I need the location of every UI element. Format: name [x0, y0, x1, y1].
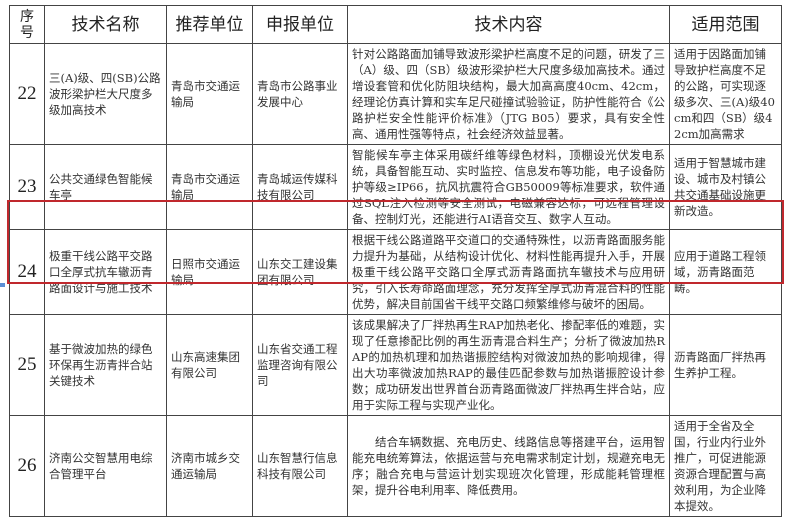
tech-content: 针对公路路面加铺导致波形梁护栏高度不足的问题，研发了三（A）级、四（SB）级波形… — [347, 43, 670, 145]
row-no: 23 — [9, 144, 45, 230]
header-scope: 适用范围 — [669, 5, 782, 44]
row-no: 25 — [9, 314, 45, 416]
table-row: 24 极重干线公路平交路口全厚式抗车辙沥青路面设计与施工技术 日照市交通运输局 … — [9, 229, 782, 315]
table-row: 26 济南公交智慧用电综合管理平台 济南市城乡交通运输局 山东智慧行信息科技有限… — [9, 415, 782, 517]
recommender: 济南市城乡交通运输局 — [166, 415, 253, 517]
applicant: 山东省交通工程监理咨询有限公司 — [252, 314, 348, 416]
scope: 适用于智慧城市建设、城市及村镇公共交通基础设施更新改造。 — [669, 144, 782, 230]
applicant: 山东智慧行信息科技有限公司 — [252, 415, 348, 517]
recommender: 山东高速集团有限公司 — [166, 314, 253, 416]
tech-content: 该成果解决了厂拌热再生RAP加热老化、掺配率低的难题，实现了任意掺配比例的再生沥… — [347, 314, 670, 416]
header-name: 技术名称 — [44, 5, 167, 44]
scope: 应用于道路工程领域，沥青路面范畴。 — [669, 229, 782, 315]
header-content: 技术内容 — [347, 5, 670, 44]
recommender: 青岛市交通运输局 — [166, 144, 253, 230]
recommender: 青岛市交通运输局 — [166, 43, 253, 145]
header-recommender: 推荐单位 — [166, 5, 253, 44]
tech-content: 结合车辆数据、充电历史、线路信息等搭建平台，运用智能充电统筹算法，依据运营与充电… — [347, 415, 670, 517]
applicant: 青岛城运传媒科技有限公司 — [252, 144, 348, 230]
row-no: 26 — [9, 415, 45, 517]
applicant: 青岛市公路事业发展中心 — [252, 43, 348, 145]
scope: 沥青路面厂拌热再生养护工程。 — [669, 314, 782, 416]
tech-name: 济南公交智慧用电综合管理平台 — [44, 415, 167, 517]
tech-name: 极重干线公路平交路口全厚式抗车辙沥青路面设计与施工技术 — [44, 229, 167, 315]
row-no: 24 — [9, 229, 45, 315]
row-no: 22 — [9, 43, 45, 145]
table-row: 25 基于微波加热的绿色环保再生沥青拌合站关键技术 山东高速集团有限公司 山东省… — [9, 314, 782, 416]
applicant: 山东交工建设集团有限公司 — [252, 229, 348, 315]
tech-name: 公共交通绿色智能候车亭 — [44, 144, 167, 230]
tech-content: 智能候车亭主体采用碳纤维等绿色材料，顶棚设光伏发电系统，具备智能互动、实时监控、… — [347, 144, 670, 230]
tech-content: 根据干线公路道路平交道口的交通特殊性，以沥青路面服务能力提升为基础，从结构设计优… — [347, 229, 670, 315]
recommender: 日照市交通运输局 — [166, 229, 253, 315]
scope: 适用于因路面加铺导致护栏高度不足的公路，可实现逐级多次、三(A)级40cm和四（… — [669, 43, 782, 145]
header-applicant: 申报单位 — [252, 5, 348, 44]
scope: 适用于全省及全国，行业内行业外推广，可促进能源资源合理配置与高效利用，为企业降本… — [669, 415, 782, 517]
table-row: 22 三(A)级、四(SB)公路波形梁护栏大尺度多级加高技术 青岛市交通运输局 … — [9, 43, 782, 145]
technology-table: 序号 技术名称 推荐单位 申报单位 技术内容 适用范围 22 三(A)级、四(S… — [9, 5, 782, 517]
header-no: 序号 — [9, 5, 45, 44]
table-header-row: 序号 技术名称 推荐单位 申报单位 技术内容 适用范围 — [9, 5, 782, 44]
selection-marker — [0, 283, 5, 287]
table-row: 23 公共交通绿色智能候车亭 青岛市交通运输局 青岛城运传媒科技有限公司 智能候… — [9, 144, 782, 230]
tech-name: 三(A)级、四(SB)公路波形梁护栏大尺度多级加高技术 — [44, 43, 167, 145]
tech-name: 基于微波加热的绿色环保再生沥青拌合站关键技术 — [44, 314, 167, 416]
